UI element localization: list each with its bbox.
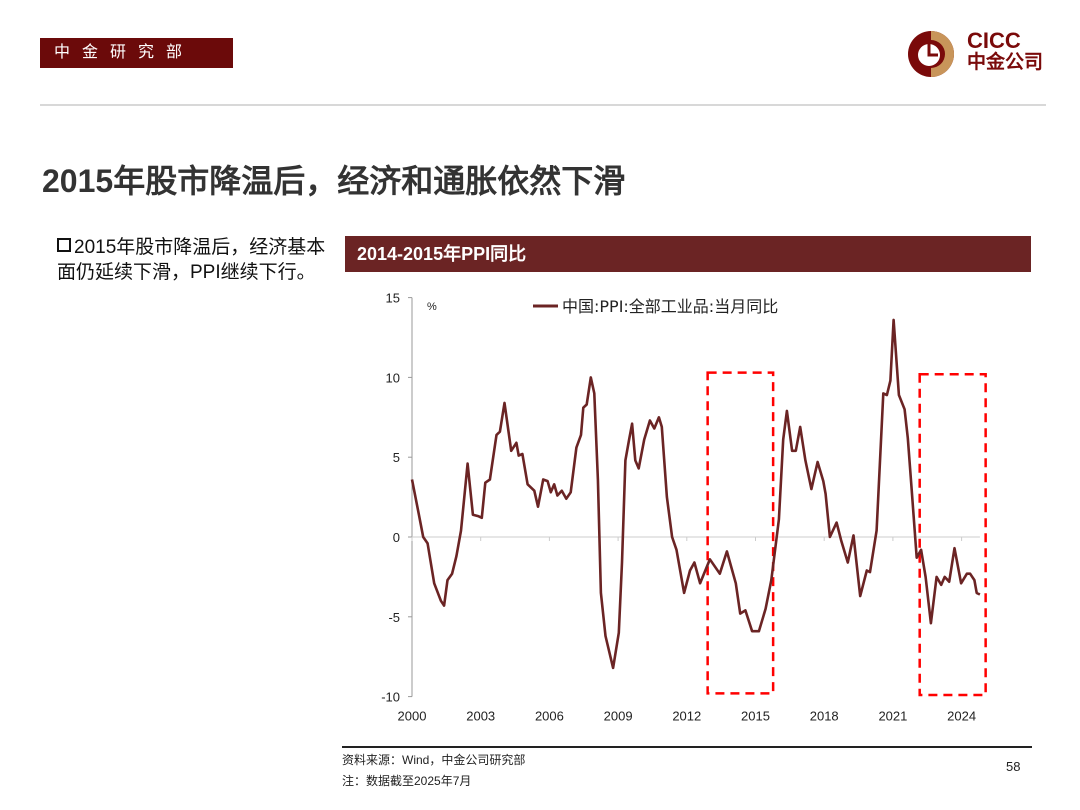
x-tick-label: 2006 [535, 709, 564, 724]
y-tick-label: -5 [388, 610, 400, 625]
footer-divider [342, 746, 1032, 748]
legend-label: 中国:PPI:全部工业品:当月同比 [562, 297, 778, 316]
y-tick-label: 10 [386, 370, 400, 385]
highlight-dashed-box [706, 371, 775, 695]
slide-title: 2015年股市降温后，经济和通胀依然下滑 [42, 163, 626, 199]
cicc-logo: CICC 中金公司 [905, 28, 1050, 80]
x-tick-label: 2003 [466, 709, 495, 724]
x-tick-label: 2024 [947, 709, 976, 724]
highlight-dashed-box [918, 372, 987, 697]
y-tick-label: 0 [393, 530, 400, 545]
legend: 中国:PPI:全部工业品:当月同比 [533, 297, 778, 316]
x-tick-label: 2021 [878, 709, 907, 724]
bullet-point: 2015年股市降温后，经济基本面仍延续下滑，PPI继续下行。 [57, 235, 332, 285]
x-tick-label: 2018 [810, 709, 839, 724]
y-tick-label: -10 [381, 690, 400, 705]
chart-header: 2014-2015年PPI同比 [345, 236, 1031, 272]
x-tick-label: 2015 [741, 709, 770, 724]
y-tick-label: 15 [386, 291, 400, 306]
page-number: 58 [1006, 759, 1021, 774]
bullet-text: 2015年股市降温后，经济基本面仍延续下滑，PPI继续下行。 [57, 237, 326, 283]
series-line-ppi [410, 318, 981, 670]
x-tick-label: 2012 [672, 709, 701, 724]
x-tick-label: 2009 [604, 709, 633, 724]
header-divider [40, 104, 1046, 106]
cicc-logo-icon [908, 31, 954, 77]
x-tick-label: 2000 [398, 709, 427, 724]
source-note: 资料来源：Wind，中金公司研究部 [342, 753, 526, 767]
logo-text-en: CICC [967, 28, 1021, 53]
department-label: 中金研究部 [40, 38, 233, 68]
y-unit-label: % [427, 301, 437, 313]
y-tick-label: 5 [393, 450, 400, 465]
bullet-square-icon [57, 238, 71, 252]
data-note: 注：数据截至2025年7月 [342, 774, 472, 788]
logo-text-cn: 中金公司 [967, 52, 1044, 73]
